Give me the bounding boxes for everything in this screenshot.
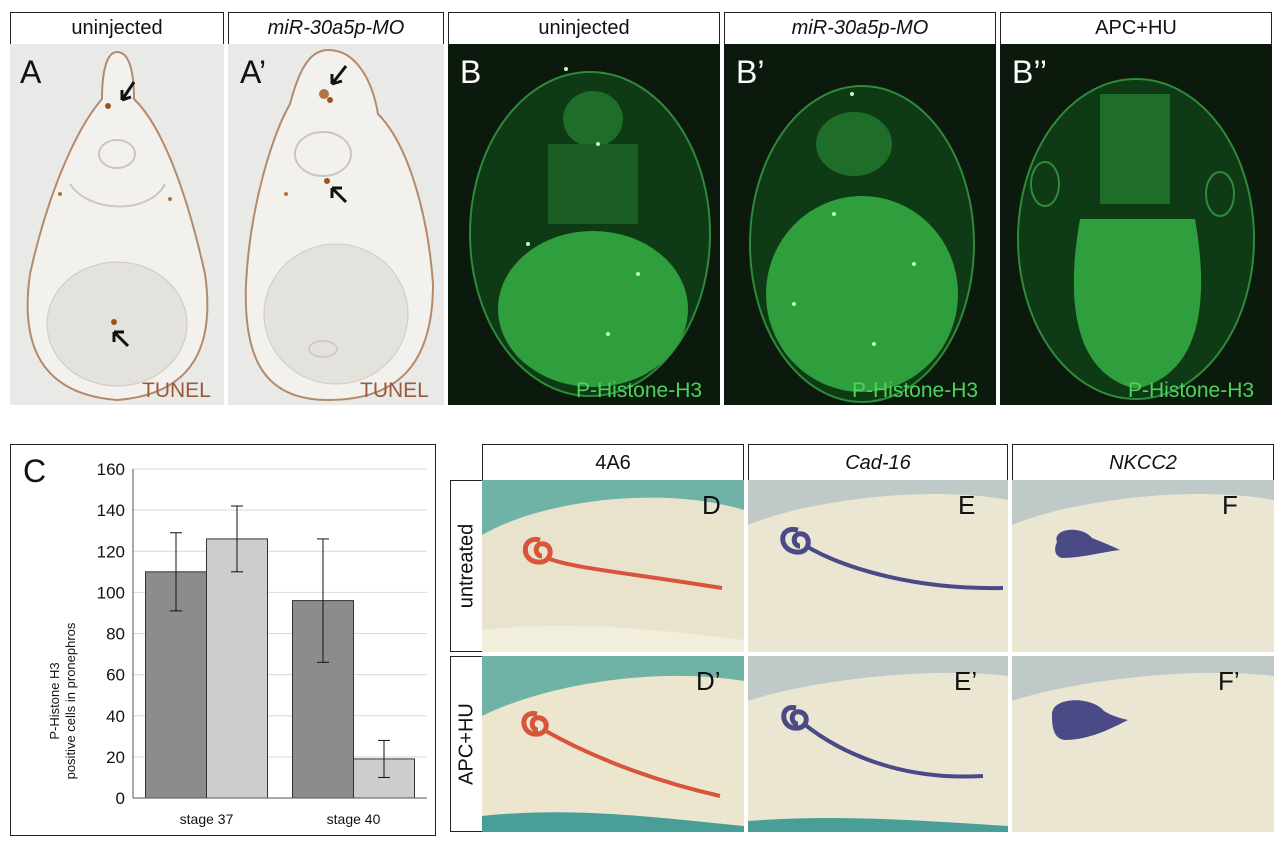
panel-letter-c: C (23, 453, 47, 489)
panel-letter-b-double-prime: B’’ (1012, 54, 1047, 90)
arrow-icon (330, 65, 348, 86)
col-header-nkcc2: NKCC2 (1012, 444, 1274, 480)
col-header-4a6: 4A6 (482, 444, 744, 480)
panel-f-image: F (1012, 480, 1274, 652)
y-tick-label: 40 (106, 707, 125, 726)
bar (206, 538, 268, 799)
panel-c-chart: C 0 20 40 60 80 100 120 140 160 stage 37 stage 40 … (10, 444, 436, 836)
embryo-whole-mount-d-prime (482, 656, 744, 832)
y-tick-label: 20 (106, 748, 125, 767)
embryo-whole-mount-f (1012, 480, 1274, 652)
panel-e-prime-image: E’ (748, 656, 1008, 832)
embryo-section-a-prime (244, 48, 435, 402)
y-tick-label: 140 (97, 501, 125, 520)
embryo-whole-mount-e (748, 480, 1008, 652)
row-header-apc-hu: APC+HU (450, 656, 482, 832)
row-header-untreated: untreated (450, 480, 482, 652)
embryo-whole-mount-e-prime (748, 656, 1008, 832)
panel-letter-e-prime: E’ (954, 666, 978, 696)
panel-letter-b: B (460, 54, 482, 90)
panel-d-image: D (482, 480, 744, 652)
panel-e-image: E (748, 480, 1008, 652)
panel-letter-d-prime: D’ (696, 666, 721, 696)
y-axis-label-line1: P-Histone H3 (47, 662, 62, 739)
panel-letter-f-prime: F’ (1218, 666, 1240, 696)
panel-d-prime-image: D’ (482, 656, 744, 832)
panel-letter-b-prime: B’ (736, 54, 765, 90)
x-tick-label: stage 37 (180, 811, 234, 827)
y-tick-label: 0 (116, 789, 125, 808)
panel-letter-f: F (1222, 490, 1238, 520)
embryo-section-b (469, 67, 711, 397)
panel-a-prime-tunel-image: A’ TUNEL (228, 44, 444, 405)
arrow-icon (330, 186, 348, 204)
y-tick-label: 100 (97, 583, 125, 602)
embryo-whole-mount-f-prime (1012, 656, 1274, 832)
y-axis-label-line2: positive cells in pronephros (63, 622, 78, 779)
y-tick-label: 160 (97, 460, 125, 479)
x-tick-label: stage 40 (327, 811, 381, 827)
row-header-untreated-label: untreated (455, 523, 477, 609)
arrow-icon (120, 81, 136, 102)
panel-a-tunel-image: A TUNEL (10, 44, 224, 405)
panel-f-prime-image: F’ (1012, 656, 1274, 832)
stain-label-ph3-b: P-Histone-H3 (576, 379, 703, 402)
bar-chart: 0 20 40 60 80 100 120 140 160 stage 37 stage 40 P-… (47, 460, 427, 827)
embryo-section-b-prime (749, 85, 975, 403)
embryo-whole-mount-d (482, 480, 744, 652)
stain-label-tunel-a: TUNEL (142, 379, 211, 402)
embryo-section-b-double-prime (1017, 78, 1255, 400)
panel-letter-e: E (958, 490, 976, 520)
header-uninjected-tunel: uninjected (10, 12, 224, 44)
header-morphant-ph3: miR-30a5p-MO (724, 12, 996, 44)
header-apc-hu-ph3: APC+HU (1000, 12, 1272, 44)
row-header-apc-hu-label: APC+HU (455, 703, 477, 785)
embryo-section-a (26, 50, 209, 402)
col-header-cad16: Cad-16 (748, 444, 1008, 480)
panel-b-prime-ph3-image: B’ P-Histone-H3 (724, 44, 996, 405)
stain-label-tunel-a-prime: TUNEL (360, 379, 429, 402)
panel-b-double-prime-ph3-image: B’’ P-Histone-H3 (1000, 44, 1272, 405)
panel-letter-a-prime: A’ (240, 54, 267, 90)
y-tick-label: 80 (106, 625, 125, 644)
panel-letter-d: D (702, 490, 721, 520)
stain-label-ph3-b-double-prime: P-Histone-H3 (1128, 379, 1255, 402)
header-morphant-tunel: miR-30a5p-MO (228, 12, 444, 44)
stain-label-ph3-b-prime: P-Histone-H3 (852, 379, 979, 402)
y-tick-label: 60 (106, 666, 125, 685)
y-tick-label: 120 (97, 542, 125, 561)
arrow-icon (112, 330, 130, 348)
panel-letter-a: A (20, 54, 42, 90)
header-uninjected-ph3: uninjected (448, 12, 720, 44)
panel-b-ph3-image: B P-Histone-H3 (448, 44, 720, 405)
